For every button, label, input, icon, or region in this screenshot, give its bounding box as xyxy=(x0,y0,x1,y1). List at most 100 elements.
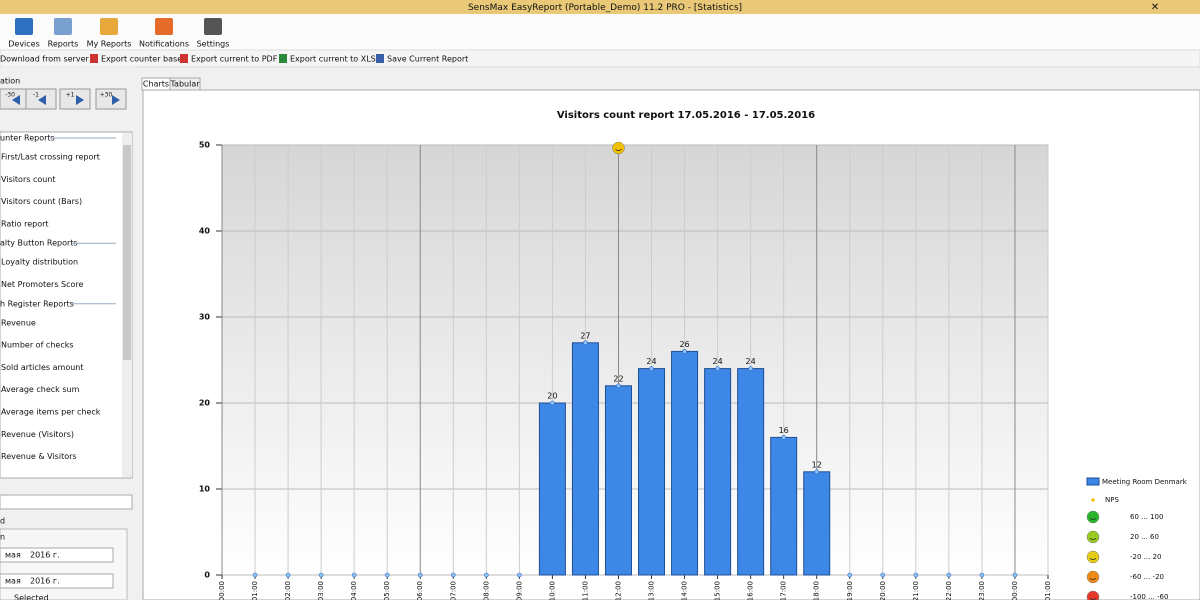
data-label: 12 xyxy=(812,460,822,469)
action-icon[interactable] xyxy=(90,54,98,63)
toolbar-label[interactable]: Reports xyxy=(48,40,79,49)
x-tick-label: 22:00 xyxy=(945,581,953,600)
period-label: d xyxy=(0,517,5,526)
tab[interactable] xyxy=(169,77,201,91)
point-marker xyxy=(979,572,985,578)
nav-arrow[interactable] xyxy=(38,95,46,105)
plot-area xyxy=(221,144,1049,576)
nav-button[interactable] xyxy=(95,88,127,110)
bar xyxy=(538,402,566,576)
report-item[interactable]: Visitors count (Bars) xyxy=(1,197,82,206)
point-marker xyxy=(384,572,390,578)
x-tick-label: 08:00 xyxy=(482,581,490,600)
tab-label[interactable]: Charts xyxy=(143,80,169,89)
report-section: h Register Reports xyxy=(0,299,74,308)
toolbar-icon[interactable] xyxy=(100,18,118,35)
point-marker xyxy=(484,572,489,578)
dropdown[interactable] xyxy=(0,494,133,510)
toolbar xyxy=(0,14,1200,50)
date-field[interactable] xyxy=(0,547,114,563)
action-icon[interactable] xyxy=(279,54,287,63)
report-item[interactable]: Number of checks xyxy=(1,341,74,350)
bar xyxy=(604,385,632,576)
date-year[interactable]: 2016 г. xyxy=(30,551,60,560)
action-icon[interactable] xyxy=(376,54,384,63)
point-marker xyxy=(252,572,258,578)
nav-button-label[interactable]: +1 xyxy=(66,92,75,99)
x-tick-label: 23:00 xyxy=(978,581,986,600)
action-label[interactable]: Export current to PDF xyxy=(191,55,278,64)
report-item[interactable]: Visitors count xyxy=(1,175,56,184)
x-tick-label: 19:00 xyxy=(846,581,854,600)
period-label: n xyxy=(0,533,5,542)
date-field[interactable] xyxy=(0,573,114,589)
date-year[interactable]: 2016 г. xyxy=(30,577,60,586)
nav-arrow[interactable] xyxy=(76,95,84,105)
nav-button-label[interactable]: +30 xyxy=(100,92,113,99)
x-tick-label: 20:00 xyxy=(879,581,887,600)
point-marker xyxy=(748,366,753,371)
nps-marker xyxy=(612,141,625,155)
action-icon[interactable] xyxy=(180,54,188,63)
x-tick-label: 21:00 xyxy=(912,581,920,600)
date-month[interactable]: мая xyxy=(5,551,21,560)
nav-button-label[interactable]: -1 xyxy=(33,92,39,99)
toolbar-icon[interactable] xyxy=(155,18,173,35)
scroll-thumb[interactable] xyxy=(123,145,131,360)
data-label: 22 xyxy=(613,374,623,383)
toolbar-label[interactable]: Devices xyxy=(8,40,40,49)
close-button[interactable]: ✕ xyxy=(1151,2,1159,13)
toolbar-label[interactable]: Notifications xyxy=(139,40,189,49)
report-item[interactable]: Average check sum xyxy=(1,385,80,394)
x-tick-label: 16:00 xyxy=(747,581,755,600)
data-label: 26 xyxy=(679,340,689,349)
report-item[interactable]: Loyalty distribution xyxy=(1,258,78,267)
tab-label[interactable]: Tabular xyxy=(169,80,200,89)
report-item[interactable]: Revenue & Visitors xyxy=(1,452,77,461)
bar xyxy=(803,471,831,576)
action-label[interactable]: Export counter base xyxy=(101,55,182,64)
data-label: 24 xyxy=(713,357,723,366)
report-item[interactable]: Revenue (Visitors) xyxy=(1,430,74,439)
point-marker xyxy=(616,383,621,389)
action-bar xyxy=(0,49,1200,68)
action-label[interactable]: Export current to XLS xyxy=(290,55,376,64)
toolbar-icon[interactable] xyxy=(54,18,72,35)
report-list xyxy=(0,131,133,479)
toolbar-label[interactable]: My Reports xyxy=(87,40,132,49)
report-item[interactable]: Sold articles amount xyxy=(1,363,84,372)
nav-arrow[interactable] xyxy=(12,95,20,105)
nav-arrow[interactable] xyxy=(112,95,120,105)
nav-button[interactable] xyxy=(59,88,91,110)
point-marker xyxy=(351,572,357,578)
toolbar-label[interactable]: Settings xyxy=(197,40,230,49)
legend-smiley-face xyxy=(1089,574,1097,581)
x-tick-label: 01:00 xyxy=(251,581,259,600)
action-label[interactable]: Download from server xyxy=(0,55,90,64)
point-marker xyxy=(417,572,423,578)
y-tick-label: 0 xyxy=(204,571,210,580)
selected-tab[interactable]: Selected xyxy=(14,594,49,600)
legend-swatch xyxy=(1091,498,1095,502)
report-item[interactable]: First/Last crossing report xyxy=(1,153,100,162)
nav-label: ation xyxy=(0,77,20,86)
report-section: alty Button Reports xyxy=(0,239,78,248)
date-month[interactable]: мая xyxy=(5,577,21,586)
report-item[interactable]: Net Promoters Score xyxy=(1,280,84,289)
y-tick-label: 10 xyxy=(199,485,211,494)
toolbar-icon[interactable] xyxy=(204,18,222,35)
bar xyxy=(770,436,798,576)
report-section: unter Reports xyxy=(0,134,55,143)
toolbar-icon[interactable] xyxy=(15,18,33,35)
x-tick-label: 09:00 xyxy=(515,581,523,600)
chart-title: Visitors count report 17.05.2016 - 17.05… xyxy=(557,110,815,121)
action-label[interactable]: Save Current Report xyxy=(387,55,468,64)
x-tick-label: 05:00 xyxy=(383,581,391,600)
nav-button-label[interactable]: -30 xyxy=(5,92,15,99)
legend-label: -20 ... 20 xyxy=(1130,553,1161,561)
report-item[interactable]: Revenue xyxy=(1,318,36,327)
report-item[interactable]: Average items per check xyxy=(1,408,101,417)
legend-label: NPS xyxy=(1105,496,1119,504)
data-label: 20 xyxy=(547,392,557,401)
report-item[interactable]: Ratio report xyxy=(1,219,49,228)
